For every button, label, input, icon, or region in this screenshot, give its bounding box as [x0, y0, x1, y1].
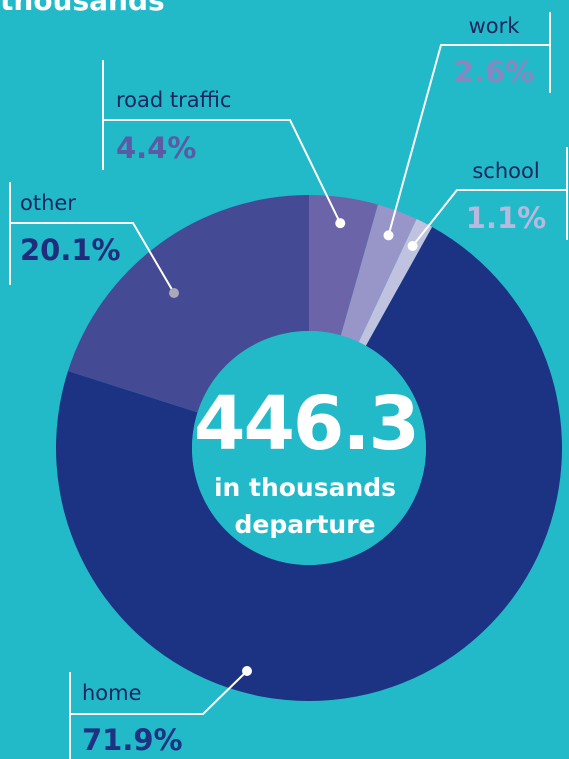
label-school-name: school — [472, 159, 539, 183]
label-home-name: home — [82, 681, 142, 705]
label-road-traffic-value: 4.4% — [116, 131, 196, 165]
label-home-value: 71.9% — [82, 723, 183, 757]
slice-home — [56, 227, 562, 701]
center-caption-line2: departure — [235, 510, 376, 539]
slice-road-traffic — [309, 195, 378, 336]
label-work-value: 2.6% — [454, 55, 534, 89]
leader-home-connector — [70, 670, 248, 715]
label-other-value: 20.1% — [20, 233, 121, 267]
center-caption-line1: in thousands — [214, 473, 396, 502]
label-other-name: other — [20, 191, 76, 215]
marker-dot-work — [383, 230, 394, 241]
slice-work — [340, 204, 417, 343]
slice-other — [67, 195, 309, 413]
marker-dot-home — [242, 666, 252, 676]
chart-title-fragment: thousands — [0, 0, 165, 17]
marker-dot-other — [169, 288, 179, 298]
label-work-name: work — [469, 14, 521, 38]
label-road-traffic-name: road traffic — [116, 88, 231, 112]
marker-dot-school — [407, 241, 418, 252]
marker-dot-road-traffic — [335, 218, 346, 229]
leader-other-connector — [10, 222, 175, 294]
leader-school-connector — [411, 189, 567, 247]
label-school-value: 1.1% — [466, 201, 546, 235]
leader-road-traffic-connector — [103, 119, 342, 224]
center-total-value: 446.3 — [194, 381, 418, 467]
center-hole — [192, 331, 426, 565]
leader-lines — [9, 12, 568, 759]
leader-work-connector — [387, 44, 550, 236]
